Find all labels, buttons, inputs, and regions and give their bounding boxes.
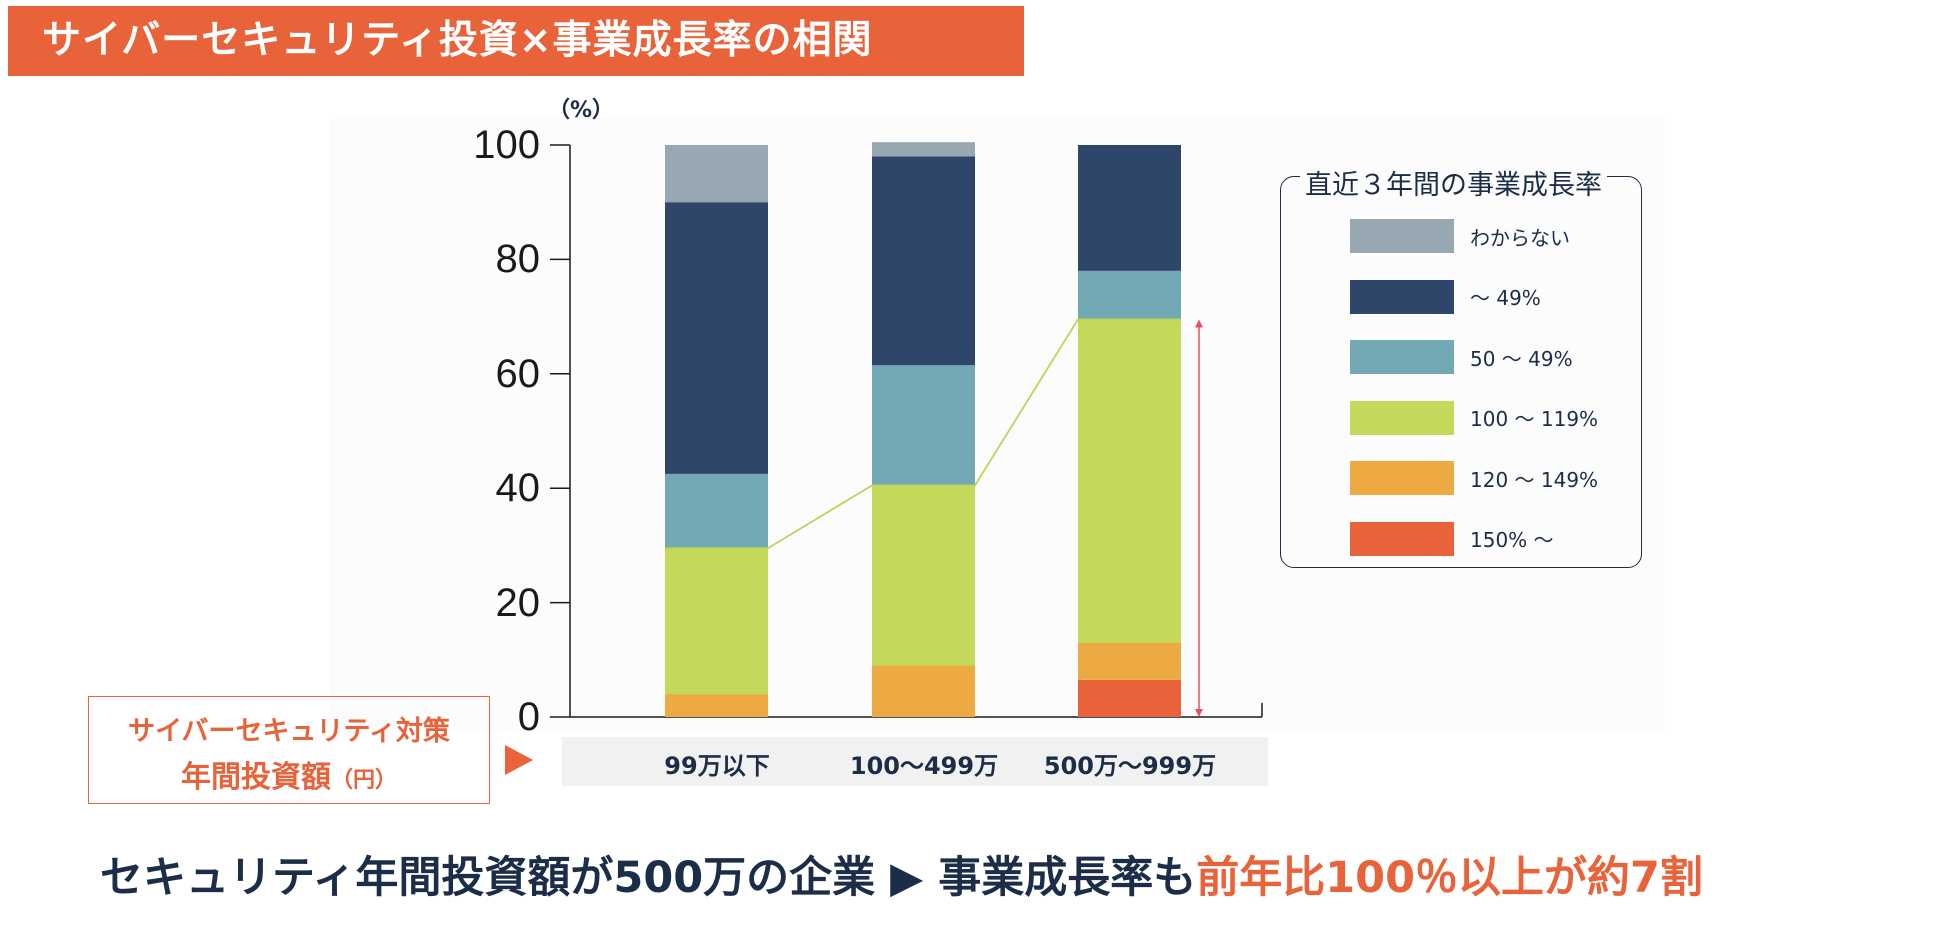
y-tick-label: 20 [495,580,541,625]
legend-item: 〜 49% [1350,279,1541,314]
legend-item: 100 〜 119% [1350,400,1599,435]
bar-segment [665,548,768,695]
conclusion-part1: セキュリティ年間投資額が500万の企業 [100,853,876,903]
bar-segment [1078,145,1181,271]
bar-segment [1078,270,1181,320]
y-tick-label: 40 [495,466,541,511]
conclusion-text: セキュリティ年間投資額が500万の企業 ▶ 事業成長率も前年比100％以上が約7… [100,843,1703,905]
bar-segment [872,142,975,157]
x-category-label: 99万以下 [664,752,770,780]
y-tick-label: 60 [495,351,541,396]
legend-label: 120 〜 149% [1470,467,1599,492]
bar-segment [665,694,768,717]
bar-segment [665,145,768,203]
investment-label-line1: サイバーセキュリティ対策 [128,716,450,747]
legend-swatch [1350,219,1454,253]
bar-segment [872,665,975,717]
investment-label-box: サイバーセキュリティ対策 年間投資額（円） [88,696,490,804]
y-tick-label: 0 [517,695,540,739]
legend-title: 直近３年間の事業成長率 [1300,163,1607,202]
legend-label: 〜 49% [1470,286,1541,310]
conclusion-highlight: 前年比100％以上が約7割 [1196,853,1703,903]
legend-item: 50 〜 49% [1350,340,1573,374]
legend-item: わからない [1350,219,1570,253]
legend-item: 120 〜 149% [1350,461,1598,495]
legend-item: 150% 〜 [1350,521,1554,556]
conclusion-arrow-icon: ▶ [890,853,924,903]
x-category-label: 500万〜999万 [1043,752,1217,780]
legend-swatch [1350,461,1454,495]
bar-segment [1078,642,1181,680]
highlight-arrow-head-top [1195,319,1203,328]
bar-segment [665,202,768,474]
legend-swatch [1350,400,1454,435]
play-arrow-icon [505,745,533,775]
x-category-label: 100〜499万 [849,752,999,780]
y-axis-unit-label: （%） [548,98,615,123]
bar-segment [872,485,975,666]
bar-segment [872,156,975,366]
connector-line [665,318,1181,550]
legend-label: 100 〜 119% [1470,407,1599,431]
bar-segment [1078,319,1181,643]
legend-label: 150% 〜 [1470,528,1554,552]
conclusion-part2: 事業成長率も [938,853,1197,903]
bar-segment [872,365,975,486]
legend-swatch [1350,279,1454,314]
bar-segment [1078,679,1181,717]
bar-segment [665,473,768,549]
page-title: サイバーセキュリティ投資×事業成長率の相関 [8,6,1024,76]
legend-swatch [1350,521,1454,556]
investment-label-main: 年間投資額 [180,760,331,795]
y-tick-label: 100 [473,123,540,167]
investment-label-line2: 年間投資額（円） [89,752,489,796]
legend-label: 50 〜 49% [1470,346,1573,371]
legend-label: わからない [1470,225,1570,250]
legend-swatch [1350,340,1454,374]
y-tick-label: 80 [495,237,541,282]
investment-label-unit: （円） [330,768,397,793]
highlight-arrow-head-bottom [1195,709,1203,717]
category-label-strip [562,737,1268,786]
